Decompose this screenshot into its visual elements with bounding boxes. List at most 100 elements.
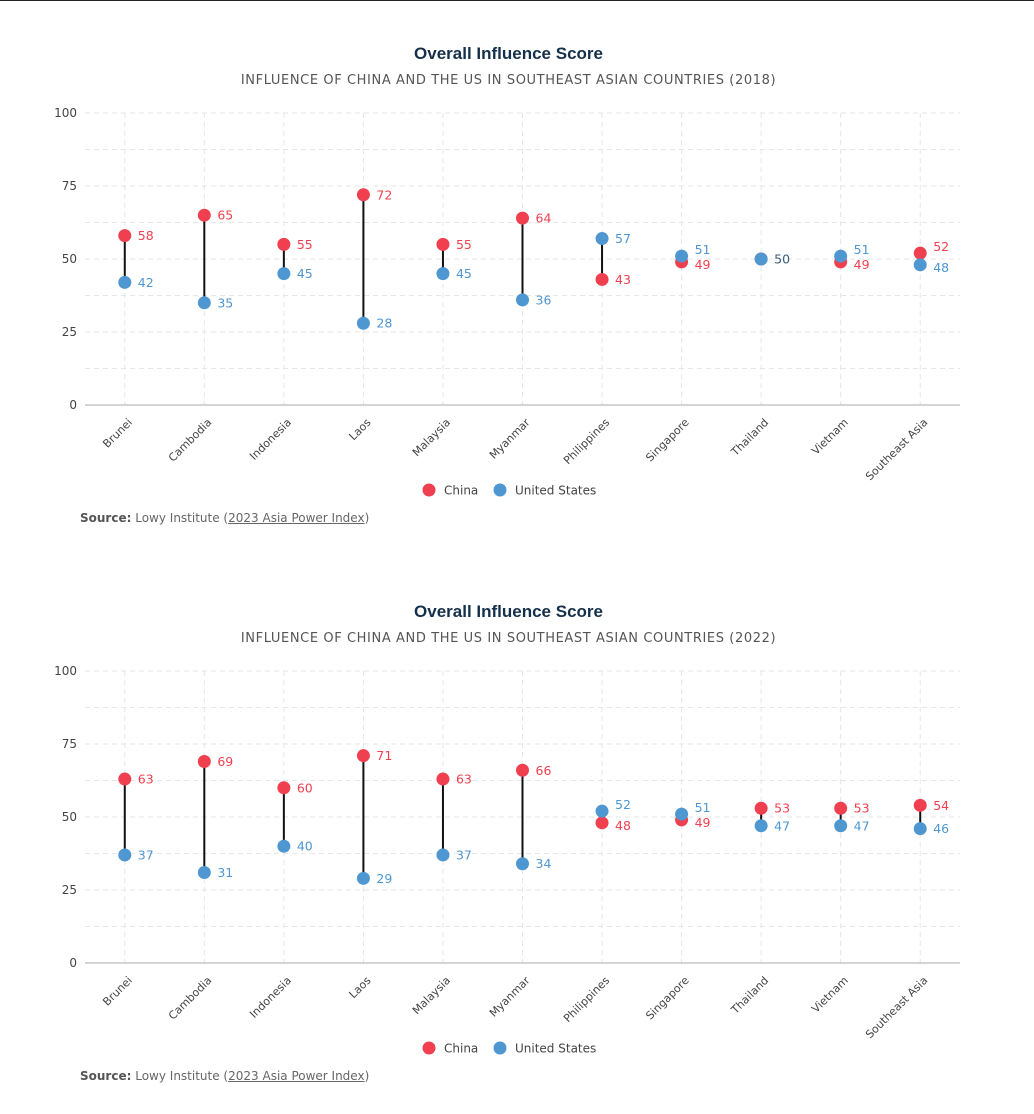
x-tick-label: Philippines — [561, 974, 612, 1025]
source-note: Source: Lowy Institute (2023 Asia Power … — [80, 511, 369, 525]
legend-china-marker — [422, 1041, 436, 1055]
chart-subtitle: INFLUENCE OF CHINA AND THE US IN SOUTHEA… — [240, 631, 777, 646]
china-value-label: 64 — [536, 211, 552, 226]
value-label: 50 — [774, 252, 790, 267]
china-value-label: 48 — [615, 818, 631, 833]
us-point — [675, 807, 689, 821]
china-value-label: 43 — [615, 272, 631, 287]
x-tick-label: Thailand — [728, 974, 771, 1017]
us-value-label: 34 — [536, 856, 552, 871]
us-point — [754, 252, 768, 266]
china-value-label: 53 — [854, 801, 870, 816]
us-point — [436, 848, 450, 862]
china-point — [595, 272, 609, 286]
us-value-label: 51 — [695, 800, 711, 815]
china-value-label: 63 — [456, 772, 472, 787]
us-point — [595, 804, 609, 818]
x-tick-label: Vietnam — [809, 416, 851, 458]
china-value-label: 63 — [138, 772, 154, 787]
us-value-label: 45 — [456, 266, 472, 281]
x-tick-label: Malaysia — [410, 416, 453, 459]
china-value-label: 52 — [933, 239, 949, 254]
china-point — [197, 208, 211, 222]
us-point — [516, 857, 529, 871]
us-point — [834, 249, 848, 263]
us-value-label: 42 — [138, 275, 154, 290]
x-tick-label: Indonesia — [247, 974, 294, 1021]
china-value-label: 54 — [933, 798, 949, 813]
china-point — [516, 211, 529, 225]
china-value-label: 49 — [695, 257, 711, 272]
source-text: Lowy Institute ( — [135, 511, 229, 525]
x-tick-label: Vietnam — [809, 974, 851, 1016]
x-tick-label: Malaysia — [410, 974, 453, 1017]
china-point — [436, 772, 450, 786]
y-tick-label: 0 — [69, 956, 77, 970]
us-value-label: 46 — [933, 821, 949, 836]
us-value-label: 40 — [297, 839, 313, 854]
us-point — [436, 267, 450, 281]
china-value-label: 65 — [217, 208, 233, 223]
china-point — [197, 755, 211, 769]
china-value-label: 72 — [376, 187, 392, 202]
chart-subtitle: INFLUENCE OF CHINA AND THE US IN SOUTHEA… — [240, 73, 777, 88]
china-point — [595, 816, 609, 830]
china-value-label: 55 — [456, 237, 472, 252]
x-tick-label: Cambodia — [166, 974, 215, 1023]
y-tick-label: 75 — [62, 737, 77, 751]
y-tick-label: 50 — [62, 810, 77, 824]
y-tick-label: 75 — [62, 179, 77, 193]
us-point — [356, 316, 370, 330]
china-point — [277, 237, 291, 251]
x-tick-label: Myanmar — [487, 974, 533, 1020]
legend-us-label: United States — [515, 484, 596, 498]
legend-us-marker — [493, 483, 507, 497]
us-point — [277, 839, 291, 853]
legend-china-label: China — [444, 1042, 478, 1056]
us-value-label: 36 — [536, 292, 552, 307]
us-value-label: 45 — [297, 266, 313, 281]
us-value-label: 29 — [376, 871, 392, 886]
us-point — [913, 258, 927, 272]
us-value-label: 48 — [933, 260, 949, 275]
china-value-label: 49 — [695, 815, 711, 830]
china-value-label: 53 — [774, 801, 790, 816]
us-point — [197, 296, 211, 310]
source-close: ) — [364, 1069, 370, 1083]
x-tick-label: Southeast Asia — [863, 974, 930, 1041]
us-value-label: 51 — [695, 242, 711, 257]
x-tick-label: Southeast Asia — [863, 416, 930, 483]
dumbbell-chart-2018: 0 25 50 75 100 Brunei Cambodia Indonesia Laos Mal… — [54, 106, 960, 498]
x-tick-label: Cambodia — [166, 416, 215, 465]
china-point — [436, 237, 450, 251]
x-tick-label: Myanmar — [487, 416, 533, 462]
us-value-label: 51 — [854, 242, 870, 257]
y-tick-label: 100 — [54, 664, 77, 678]
china-value-label: 66 — [536, 763, 552, 778]
source-link[interactable]: 2023 Asia Power Index — [228, 511, 365, 525]
us-value-label: 31 — [217, 865, 233, 880]
china-value-label: 58 — [138, 228, 154, 243]
source-link[interactable]: 2023 Asia Power Index — [228, 1069, 365, 1083]
china-point — [913, 798, 927, 812]
china-point — [913, 246, 927, 260]
china-value-label: 49 — [854, 257, 870, 272]
china-point — [118, 229, 132, 243]
dumbbell-chart-2022: 0 25 50 75 100 Brunei Cambodia Indonesia Laos Mal… — [54, 664, 960, 1056]
x-tick-label: Philippines — [561, 416, 612, 467]
source-label: Source: — [80, 1069, 132, 1083]
china-point — [277, 781, 291, 795]
us-value-label: 37 — [456, 847, 472, 862]
source-close: ) — [364, 511, 370, 525]
us-point — [118, 275, 132, 289]
source-text: Lowy Institute ( — [135, 1069, 229, 1083]
x-tick-label: Singapore — [643, 416, 692, 465]
us-point — [118, 848, 132, 862]
x-tick-label: Singapore — [643, 974, 692, 1023]
us-value-label: 28 — [376, 316, 392, 331]
china-point — [356, 749, 370, 763]
y-tick-label: 25 — [62, 325, 77, 339]
y-tick-label: 0 — [69, 398, 77, 412]
x-tick-label: Laos — [346, 974, 373, 1001]
us-value-label: 52 — [615, 797, 631, 812]
